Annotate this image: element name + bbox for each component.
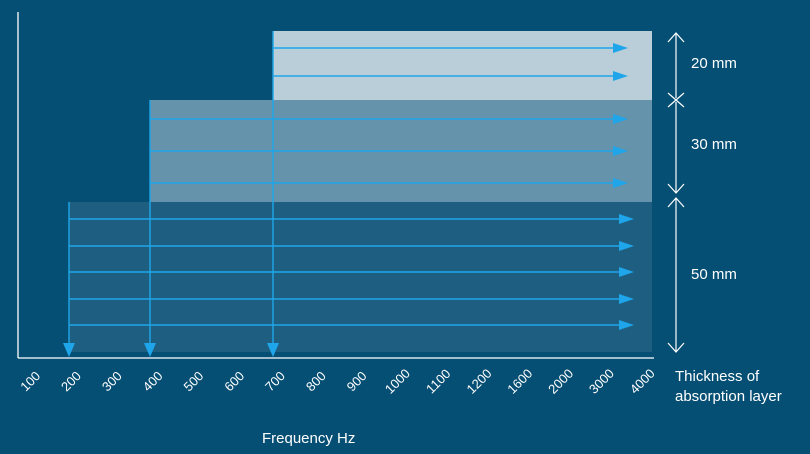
frequency-arrows <box>63 31 634 357</box>
dimension-arrowhead <box>667 197 685 208</box>
frequency-arrowhead <box>613 178 628 188</box>
x-tick-label: 200 <box>58 368 84 394</box>
layer-start-arrowhead <box>63 343 75 357</box>
frequency-arrowhead <box>619 320 634 330</box>
thickness-label-50mm: 50 mm <box>691 266 737 283</box>
frequency-arrowhead <box>613 114 628 124</box>
frequency-arrowhead <box>613 146 628 156</box>
x-axis-title: Frequency Hz <box>262 430 356 447</box>
thickness-label-30mm: 30 mm <box>691 136 737 153</box>
x-tick-label: 900 <box>344 368 370 394</box>
layer-start-arrowhead <box>267 343 279 357</box>
thickness-dimension-lines <box>667 32 685 353</box>
x-tick-label: 1100 <box>423 366 453 396</box>
x-tick-label: 400 <box>140 368 166 394</box>
x-tick-label: 100 <box>17 368 43 394</box>
x-tick-label: 800 <box>303 368 329 394</box>
layer-start-arrowhead <box>144 343 156 357</box>
x-tick-label: 300 <box>99 368 125 394</box>
dimension-arrowhead <box>667 183 685 194</box>
x-tick-label: 1200 <box>464 366 495 397</box>
frequency-arrowhead <box>619 294 634 304</box>
x-axis-tick-labels: 100 200 300 400 500 600 700 800 900 1000 1100 1200 1… <box>17 366 658 397</box>
dimension-cross-mark <box>667 92 685 108</box>
frequency-arrowhead <box>619 214 634 224</box>
x-tick-label: 3000 <box>586 366 617 397</box>
frequency-arrowhead <box>619 241 634 251</box>
x-tick-label: 1600 <box>504 366 535 397</box>
thickness-label-20mm: 20 mm <box>691 55 737 72</box>
x-tick-label: 1000 <box>382 366 413 397</box>
x-tick-label: 700 <box>262 368 288 394</box>
thickness-axis-title-line2: absorption layer <box>675 388 782 405</box>
frequency-arrowhead <box>613 71 628 81</box>
x-tick-label: 500 <box>180 368 206 394</box>
x-tick-label: 600 <box>221 368 247 394</box>
thickness-axis-title-line1: Thickness of <box>675 368 760 385</box>
layer-20mm-block <box>273 31 652 100</box>
x-tick-label: 2000 <box>545 366 576 397</box>
frequency-arrowhead <box>613 43 628 53</box>
layer-50mm-block <box>69 202 652 352</box>
x-tick-label: 4000 <box>627 366 658 397</box>
dimension-arrowhead <box>667 342 685 353</box>
frequency-arrowhead <box>619 267 634 277</box>
dimension-arrowhead <box>667 32 685 43</box>
